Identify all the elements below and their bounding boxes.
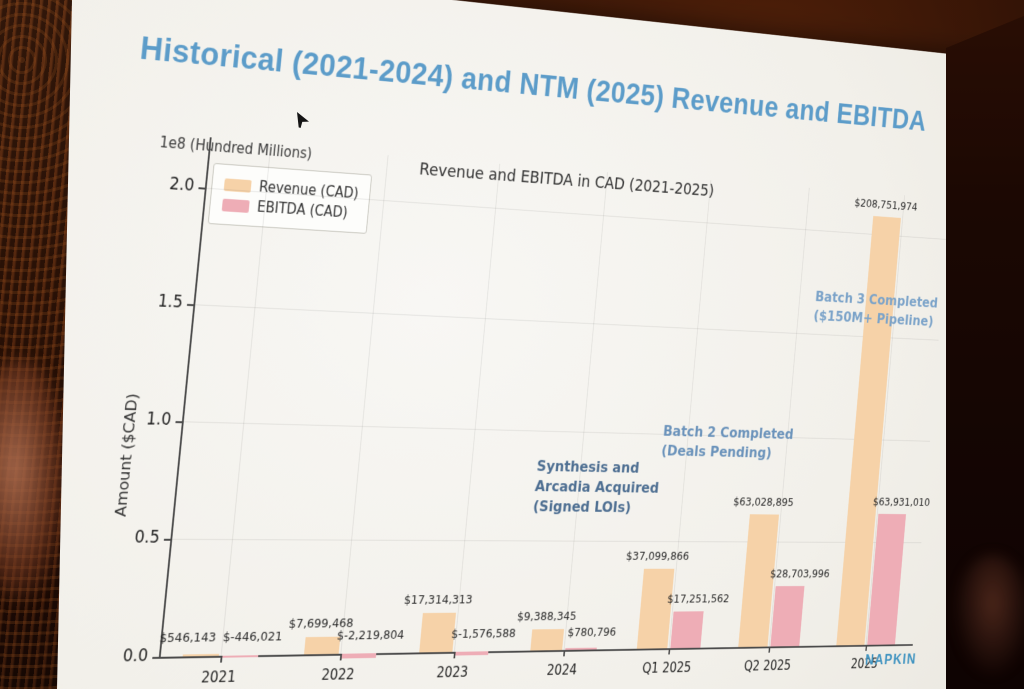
x-tickmark (865, 644, 868, 651)
annotation-3: Batch 3 Completed ($150M+ Pipeline) (813, 287, 939, 331)
y-tick-label: 0.0 (121, 646, 149, 667)
x-tick-label: 2021 (200, 668, 237, 687)
v-gridline (454, 163, 501, 652)
h-gridline (204, 187, 948, 240)
annotation-1: Synthesis and Arcadia Acquired (Signed LOI… (532, 456, 661, 518)
ebitda-value-label: $-1,576,588 (450, 626, 517, 642)
revenue-value-label: $208,751,974 (853, 196, 918, 215)
ebitda-value-label: $-2,219,804 (336, 628, 405, 644)
ebitda-value-label: $63,931,010 (872, 495, 931, 510)
x-tickmark (768, 646, 771, 653)
watermark: NAPKIN (864, 650, 918, 669)
x-tick-label: Q2 2025 (743, 657, 792, 675)
v-gridline (563, 172, 608, 650)
ebitda-bar-Q1 2025 (670, 611, 704, 649)
revenue-bar-Q1 2025 (636, 568, 675, 649)
audience-face (955, 555, 1024, 675)
revenue-value-label: $9,388,345 (516, 609, 577, 625)
annotation-2: Batch 2 Completed (Deals Pending) (661, 421, 795, 463)
ebitda-value-label: $17,251,562 (666, 592, 730, 607)
h-gridline (181, 421, 931, 442)
x-tickmark (563, 649, 566, 657)
ebitda-value-label: $780,796 (566, 625, 617, 640)
y-tick-label: 1.0 (145, 409, 173, 430)
audience-hand (0, 360, 67, 600)
annotation-line: (Signed LOIs) (532, 497, 632, 516)
x-tickmark (668, 648, 671, 655)
y-tick-label: 2.0 (168, 174, 196, 196)
ebitda-value-label: $-446,021 (222, 629, 283, 646)
ebitda-bar-Q2 2025 (770, 586, 805, 647)
revenue-value-label: $63,028,895 (732, 495, 795, 510)
annotation-line: (Deals Pending) (660, 441, 773, 462)
y-axis-spine (158, 137, 212, 659)
v-gridline (668, 180, 712, 649)
h-gridline (170, 538, 922, 544)
ebitda-bar-2021 (222, 655, 259, 658)
ebitda-value-label: $28,703,996 (769, 567, 831, 581)
y-tick-label: 0.5 (133, 527, 161, 548)
x-tick-label: 2022 (320, 665, 356, 684)
y-tick-label: 1.5 (156, 291, 184, 313)
annotation-line: Arcadia Acquired (534, 477, 660, 497)
x-tick-label: 2023 (435, 663, 469, 682)
v-gridline (340, 155, 389, 654)
ebitda-bar-2023 (455, 651, 489, 656)
annotation-line: Synthesis and (536, 457, 640, 477)
x-tick-label: 2024 (545, 661, 578, 679)
revenue-value-label: $37,099,866 (625, 549, 690, 564)
revenue-value-label: $17,314,313 (403, 593, 474, 608)
ebitda-bar-2022 (341, 653, 376, 659)
x-tick-label: Q1 2025 (641, 659, 692, 677)
v-gridline (220, 145, 271, 656)
